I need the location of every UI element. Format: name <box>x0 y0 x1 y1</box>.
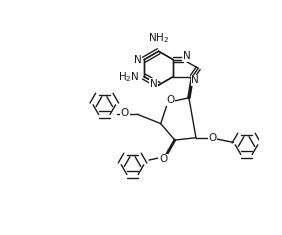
Text: N: N <box>183 51 190 61</box>
Text: NH$_2$: NH$_2$ <box>148 31 169 45</box>
Text: N: N <box>191 75 199 85</box>
Text: O: O <box>166 95 175 105</box>
Text: N: N <box>134 55 142 65</box>
Text: H$_2$N: H$_2$N <box>118 70 140 83</box>
Text: O: O <box>121 108 129 118</box>
Text: O: O <box>208 133 217 143</box>
Text: O: O <box>159 154 167 164</box>
Text: N: N <box>149 79 157 89</box>
